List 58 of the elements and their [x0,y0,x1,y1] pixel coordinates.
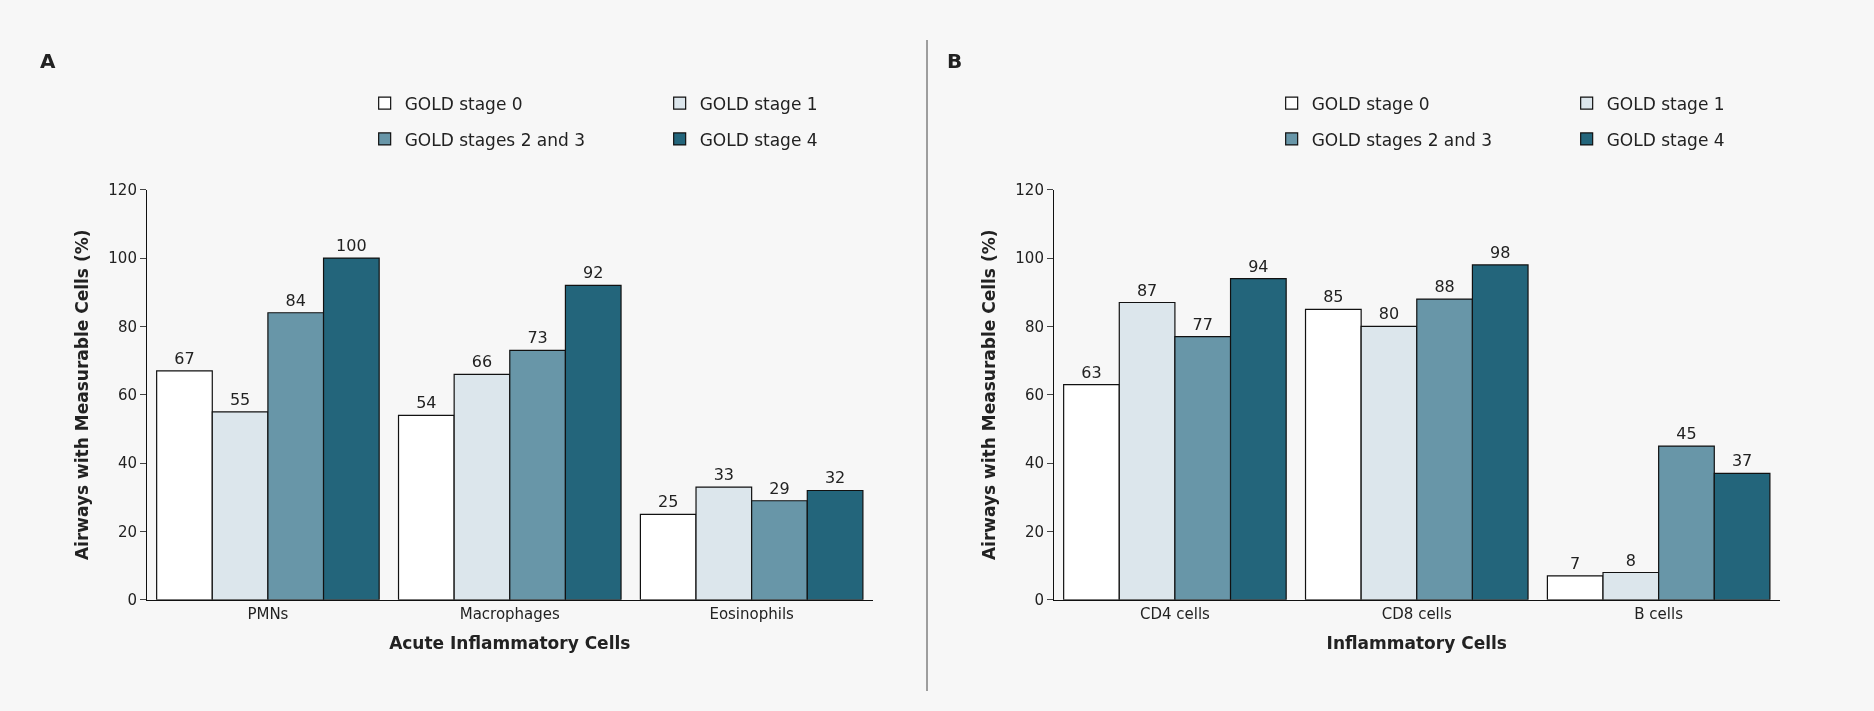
data-label: 85 [1323,287,1344,307]
y-tick-label: 100 [1015,249,1044,268]
data-label: 54 [416,393,437,413]
data-label: 67 [174,348,195,368]
data-label: 33 [713,465,735,485]
y-tick-label: 20 [117,522,137,541]
data-label: 29 [769,478,790,498]
x-axis-title: Inflammatory Cells [1326,633,1507,654]
x-axis-title: Acute Inflammatory Cells [389,633,631,654]
data-label: 66 [471,352,493,372]
y-tick-label: 120 [108,180,137,199]
y-tick-label: 80 [117,317,137,336]
legend-label: GOLD stage 0 [1311,93,1430,114]
x-tick-label: Eosinophils [709,604,795,623]
y-tick-label: 120 [1015,180,1044,199]
x-tick-label: PMNs [247,604,289,623]
data-label: 7 [1570,553,1581,573]
y-tick-label: 0 [127,591,137,610]
chart-title: B [947,49,963,73]
data-label: 55 [229,389,251,409]
y-tick-label: 60 [1024,386,1044,405]
data-label: 94 [1248,256,1269,276]
data-label: 80 [1378,304,1400,324]
x-tick-label: B cells [1634,604,1684,623]
y-axis-title: Airways with Measurable Cells (%) [978,229,999,561]
data-label: 63 [1081,362,1102,382]
legend-label: GOLD stages 2 and 3 [404,129,586,150]
legend-label: GOLD stage 1 [1606,93,1725,114]
data-label: 45 [1676,424,1697,444]
data-label: 100 [336,236,367,256]
legend-label: GOLD stages 2 and 3 [1311,129,1493,150]
data-label: 88 [1434,277,1455,297]
data-label: 98 [1490,242,1511,262]
y-tick-label: 40 [1024,454,1044,473]
y-tick-label: 60 [117,386,137,405]
data-label: 77 [1192,314,1213,334]
legend-label: GOLD stage 4 [1606,129,1725,150]
x-tick-label: CD8 cells [1381,604,1452,623]
x-tick-label: Macrophages [459,604,561,623]
data-label: 84 [285,290,306,310]
y-tick-label: 100 [108,249,137,268]
data-label: 32 [824,468,846,488]
data-label: 37 [1731,451,1753,471]
legend-label: GOLD stage 0 [404,93,523,114]
x-tick-label: CD4 cells [1139,604,1211,623]
data-label: 25 [658,492,679,512]
y-tick-label: 0 [1034,591,1044,610]
data-label: 73 [527,328,548,348]
y-axis-title: Airways with Measurable Cells (%) [71,229,92,561]
chart-title: A [40,49,56,73]
legend-label: GOLD stage 1 [699,93,818,114]
y-tick-label: 40 [117,454,137,473]
y-tick-label: 80 [1024,317,1044,336]
data-label: 92 [583,263,604,283]
data-label: 8 [1625,550,1636,570]
data-label: 87 [1136,280,1158,300]
legend-label: GOLD stage 4 [699,129,818,150]
y-tick-label: 20 [1024,522,1044,541]
